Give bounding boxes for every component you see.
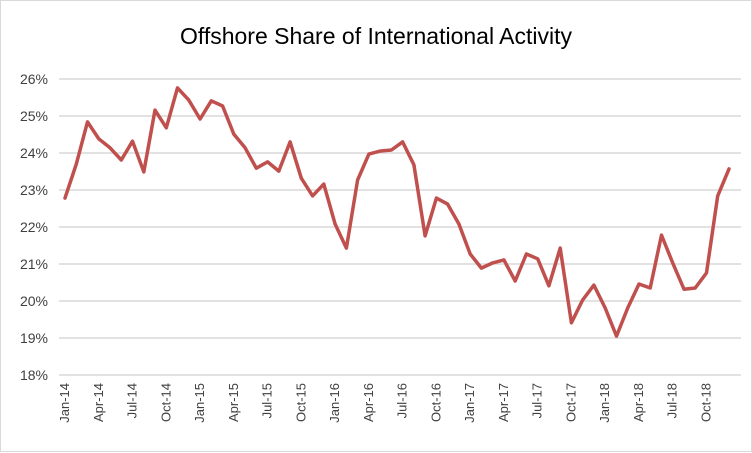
data-point xyxy=(266,160,270,164)
x-tick-label: Jan-15 xyxy=(192,383,207,423)
data-point xyxy=(412,163,416,167)
chart-title: Offshore Share of International Activity xyxy=(179,23,573,49)
x-tick-label: Oct-16 xyxy=(428,383,443,422)
data-point xyxy=(626,306,630,310)
data-point xyxy=(502,258,506,262)
data-point xyxy=(659,233,663,237)
x-tick-label: Jul-15 xyxy=(260,383,275,418)
data-point xyxy=(153,108,157,112)
data-point xyxy=(389,148,393,152)
data-point xyxy=(704,271,708,275)
x-tick-label: Oct-15 xyxy=(293,383,308,422)
data-point xyxy=(63,196,67,200)
data-point xyxy=(221,104,225,108)
y-tick-label: 19% xyxy=(20,330,48,346)
data-point xyxy=(299,176,303,180)
x-tick-label: Jul-14 xyxy=(125,383,140,418)
data-point xyxy=(727,167,731,171)
data-point xyxy=(491,261,495,265)
data-point xyxy=(716,194,720,198)
data-point xyxy=(603,306,607,310)
series-line xyxy=(63,86,731,338)
data-point xyxy=(468,252,472,256)
data-point xyxy=(97,137,101,141)
data-point xyxy=(356,178,360,182)
data-point xyxy=(648,286,652,290)
data-point xyxy=(322,182,326,186)
x-tick-label: Jan-16 xyxy=(327,383,342,423)
y-tick-label: 21% xyxy=(20,256,48,272)
data-point xyxy=(176,86,180,90)
data-point xyxy=(513,279,517,283)
data-point xyxy=(344,246,348,250)
data-point xyxy=(524,252,528,256)
y-tick-label: 24% xyxy=(20,145,48,161)
x-tick-label: Apr-17 xyxy=(496,383,511,422)
data-point xyxy=(311,194,315,198)
x-tick-label: Jan-17 xyxy=(462,383,477,423)
data-point xyxy=(547,284,551,288)
data-point xyxy=(142,170,146,174)
x-tick-label: Oct-18 xyxy=(698,383,713,422)
data-point xyxy=(243,146,247,150)
data-point xyxy=(198,117,202,121)
x-tick-label: Oct-14 xyxy=(158,383,173,422)
data-point xyxy=(86,120,90,124)
data-point xyxy=(254,166,258,170)
x-tick-label: Apr-14 xyxy=(91,383,106,422)
y-tick-label: 18% xyxy=(20,367,48,383)
data-point xyxy=(592,283,596,287)
data-point xyxy=(288,140,292,144)
x-tick-label: Jul-18 xyxy=(665,383,680,418)
data-point xyxy=(232,132,236,136)
data-point xyxy=(671,261,675,265)
data-point xyxy=(378,149,382,153)
x-tick-label: Apr-16 xyxy=(361,383,376,422)
x-tick-label: Jul-16 xyxy=(395,383,410,418)
data-point xyxy=(457,222,461,226)
y-tick-label: 25% xyxy=(20,108,48,124)
data-point xyxy=(209,99,213,103)
data-point xyxy=(569,321,573,325)
data-point xyxy=(434,196,438,200)
x-tick-label: Apr-18 xyxy=(631,383,646,422)
data-point xyxy=(423,234,427,238)
x-tick-label: Oct-17 xyxy=(563,383,578,422)
data-point xyxy=(187,98,191,102)
data-point xyxy=(367,152,371,156)
data-point xyxy=(277,169,281,173)
data-point xyxy=(693,286,697,290)
data-point xyxy=(108,146,112,150)
data-point xyxy=(536,257,540,261)
y-tick-label: 23% xyxy=(20,182,48,198)
y-tick-label: 26% xyxy=(20,71,48,87)
data-point xyxy=(119,158,123,162)
y-tick-label: 22% xyxy=(20,219,48,235)
x-tick-label: Jan-18 xyxy=(597,383,612,423)
data-point xyxy=(479,266,483,270)
data-point xyxy=(74,162,78,166)
data-point xyxy=(333,222,337,226)
data-point xyxy=(558,246,562,250)
data-point xyxy=(446,202,450,206)
x-tick-label: Apr-15 xyxy=(226,383,241,422)
data-point xyxy=(614,334,618,338)
data-point xyxy=(401,140,405,144)
x-tick-label: Jan-14 xyxy=(57,383,72,423)
data-point xyxy=(682,287,686,291)
data-point xyxy=(637,282,641,286)
data-point xyxy=(131,139,135,143)
data-point xyxy=(164,126,168,130)
y-tick-label: 20% xyxy=(20,293,48,309)
x-tick-label: Jul-17 xyxy=(530,383,545,418)
data-point xyxy=(581,298,585,302)
